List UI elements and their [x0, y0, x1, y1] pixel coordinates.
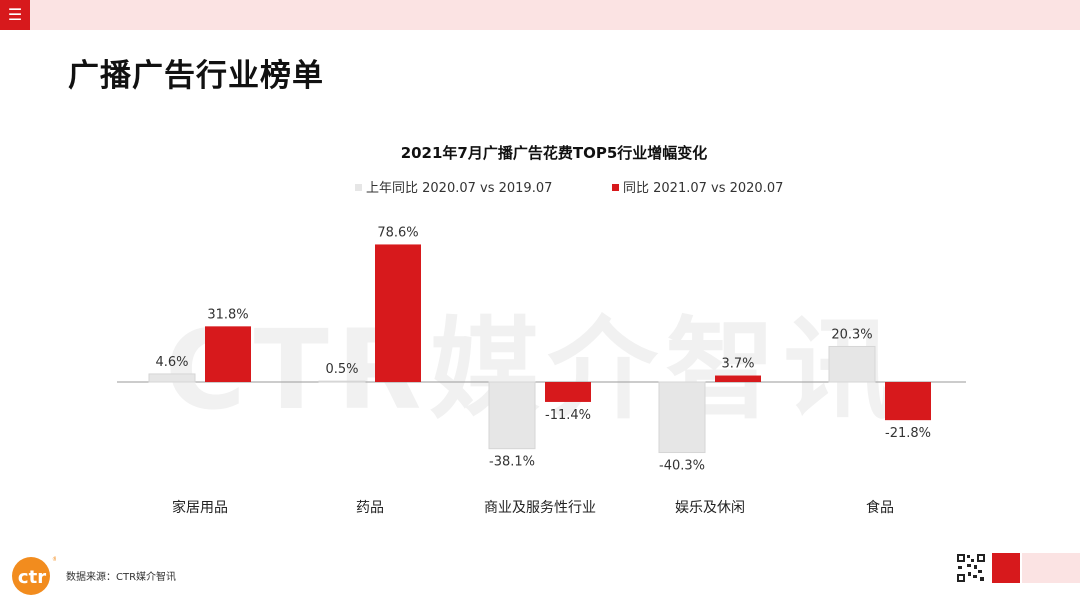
chart-title: 2021年7月广播广告花费TOP5行业增幅变化 — [401, 144, 708, 162]
data-label-1-0: 31.8% — [207, 307, 248, 322]
qr-code-icon — [956, 553, 986, 583]
data-label-0-2: -38.1% — [489, 455, 535, 470]
bar-1-1 — [375, 244, 421, 382]
bar-1-4 — [885, 382, 931, 421]
hamburger-icon: ☰ — [7, 5, 23, 24]
legend-label-0: 上年同比 2020.07 vs 2019.07 — [366, 181, 552, 196]
data-label-1-3: 3.7% — [721, 357, 754, 372]
data-label-0-4: 20.3% — [831, 327, 872, 342]
svg-text:®: ® — [52, 556, 56, 563]
bar-0-1 — [318, 380, 366, 383]
legend-swatch-1 — [612, 184, 619, 191]
category-label-1: 药品 — [356, 500, 384, 516]
bar-0-2 — [488, 381, 536, 450]
svg-text:ctr: ctr — [18, 567, 46, 588]
data-label-1-1: 78.6% — [377, 225, 418, 240]
bar-chart: 上年同比 2020.07 vs 2019.07 同比 2021.07 vs 202… — [117, 144, 966, 516]
ctr-logo: ctr ® — [12, 556, 56, 595]
data-label-0-0: 4.6% — [155, 355, 188, 370]
data-label-0-1: 0.5% — [325, 362, 358, 377]
bar-1-0 — [205, 326, 251, 382]
category-label-0: 家居用品 — [172, 499, 228, 516]
footer-accent-pink — [1022, 553, 1080, 583]
bar-0-0 — [148, 373, 196, 383]
footer-accent-red — [992, 553, 1020, 583]
bar-0-3 — [658, 381, 706, 454]
bar-1-2 — [545, 382, 591, 402]
category-label-3: 娱乐及休闲 — [675, 500, 745, 516]
category-label-4: 食品 — [866, 499, 894, 516]
top-bar — [0, 0, 1080, 30]
page-title: 广播广告行业榜单 — [68, 58, 324, 94]
data-label-1-4: -21.8% — [885, 426, 931, 441]
category-label-2: 商业及服务性行业 — [484, 500, 596, 516]
menu-button[interactable]: ☰ — [0, 0, 30, 30]
data-label-0-3: -40.3% — [659, 459, 705, 474]
bar-1-3 — [715, 375, 761, 382]
legend-label-1: 同比 2021.07 vs 2020.07 — [623, 181, 783, 196]
data-source: 数据来源：CTR媒介智讯 — [66, 572, 177, 583]
bar-0-4 — [828, 345, 876, 383]
legend-swatch-0 — [355, 184, 362, 191]
data-label-1-2: -11.4% — [545, 408, 591, 423]
